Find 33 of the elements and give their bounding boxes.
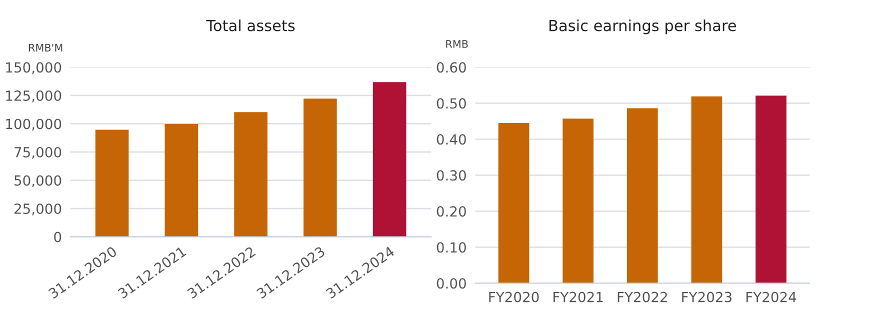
y-tick-label: 0.50 [436, 98, 466, 109]
bar [691, 96, 722, 284]
y-tick-label: 0.40 [436, 134, 466, 145]
y-axis-title: RMB'M [28, 44, 62, 52]
y-tick-label: 0 [54, 232, 62, 242]
bar [498, 123, 530, 284]
y-tick-label: 25,000 [14, 204, 62, 216]
x-tick-label: FY2023 [682, 292, 732, 302]
bar [164, 124, 198, 237]
x-tick-label: FY2021 [554, 292, 603, 302]
chart-title: Basic earnings per share [550, 19, 736, 34]
bar [756, 96, 786, 284]
bar [95, 130, 129, 237]
bar [304, 98, 337, 237]
bar [562, 118, 594, 284]
y-tick-label: 50,000 [14, 175, 62, 188]
y-tick-label: 150,000 [6, 62, 62, 74]
bar [626, 108, 658, 284]
chart-title: Total assets [206, 19, 295, 32]
bar [372, 82, 406, 237]
x-tick-label: FY2024 [746, 292, 796, 302]
x-tick-label: FY2020 [489, 292, 539, 302]
y-tick-label: 0.00 [436, 278, 466, 289]
y-tick-label: 75,000 [14, 146, 62, 159]
y-tick-label: 0.10 [436, 242, 466, 253]
y-axis-title: RMB [446, 40, 468, 48]
y-tick-label: 0.60 [436, 62, 466, 73]
y-tick-label: 100,000 [6, 118, 62, 131]
y-tick-label: 0.20 [436, 206, 466, 217]
y-tick-label: 125,000 [6, 90, 62, 102]
bar [234, 112, 268, 237]
y-tick-label: 0.30 [436, 170, 466, 181]
x-tick-label: FY2022 [618, 292, 667, 302]
